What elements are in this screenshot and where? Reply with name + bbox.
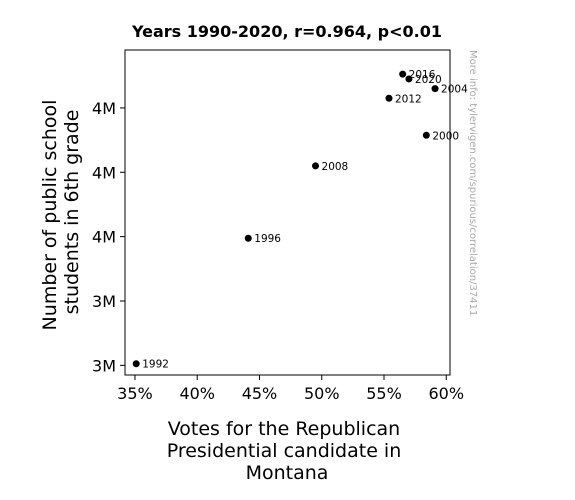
y-tick-label: 4M xyxy=(92,99,116,118)
data-point-2004 xyxy=(431,85,439,93)
data-label-1996: 1996 xyxy=(254,233,281,245)
data-point-1992 xyxy=(132,360,140,368)
data-point-2000 xyxy=(422,131,430,139)
plot-area xyxy=(124,49,451,376)
x-axis-label-line-3: Montana xyxy=(246,462,329,484)
watermark: More info: tylervigen.com/spurious/corre… xyxy=(467,50,478,316)
y-axis-label-line-2: students in 6th grade xyxy=(61,110,83,315)
x-axis: 35% 40% 45% 50% 55% 60% xyxy=(117,375,464,403)
data-point-2008 xyxy=(312,162,320,170)
y-axis-label: Number of public school students in 6th … xyxy=(39,94,83,331)
x-tick-label: 35% xyxy=(117,384,153,403)
data-label-2012: 2012 xyxy=(395,93,422,105)
data-label-2004: 2004 xyxy=(441,84,468,96)
data-point-2020 xyxy=(405,75,413,83)
x-axis-label: Votes for the Republican Presidential ca… xyxy=(167,418,408,484)
y-tick-label: 3M xyxy=(92,356,116,375)
data-point-2016 xyxy=(399,70,407,78)
data-label-2020: 2020 xyxy=(415,74,442,86)
y-axis-label-line-1: Number of public school xyxy=(39,100,61,331)
x-tick-label: 45% xyxy=(242,384,278,403)
x-axis-label-line-2: Presidential candidate in xyxy=(167,440,402,462)
data-label-1992: 1992 xyxy=(142,359,169,371)
x-tick-label: 60% xyxy=(428,384,464,403)
y-tick-label: 4M xyxy=(92,228,116,247)
y-axis: 3M 3M 4M 4M 4M xyxy=(92,99,125,375)
data-point-2012 xyxy=(385,94,393,102)
y-tick-label: 4M xyxy=(92,163,116,182)
y-tick-label: 3M xyxy=(92,292,116,311)
x-tick-label: 55% xyxy=(366,384,402,403)
data-label-2016: 2016 xyxy=(409,69,436,81)
x-axis-label-line-1: Votes for the Republican xyxy=(168,418,401,440)
chart-title: Years 1990-2020, r=0.964, p<0.01 xyxy=(131,22,442,41)
data-point-1996 xyxy=(244,234,252,242)
x-tick-label: 50% xyxy=(304,384,340,403)
data-label-2008: 2008 xyxy=(322,161,349,173)
data-label-2000: 2000 xyxy=(432,130,459,142)
x-tick-label: 40% xyxy=(179,384,215,403)
